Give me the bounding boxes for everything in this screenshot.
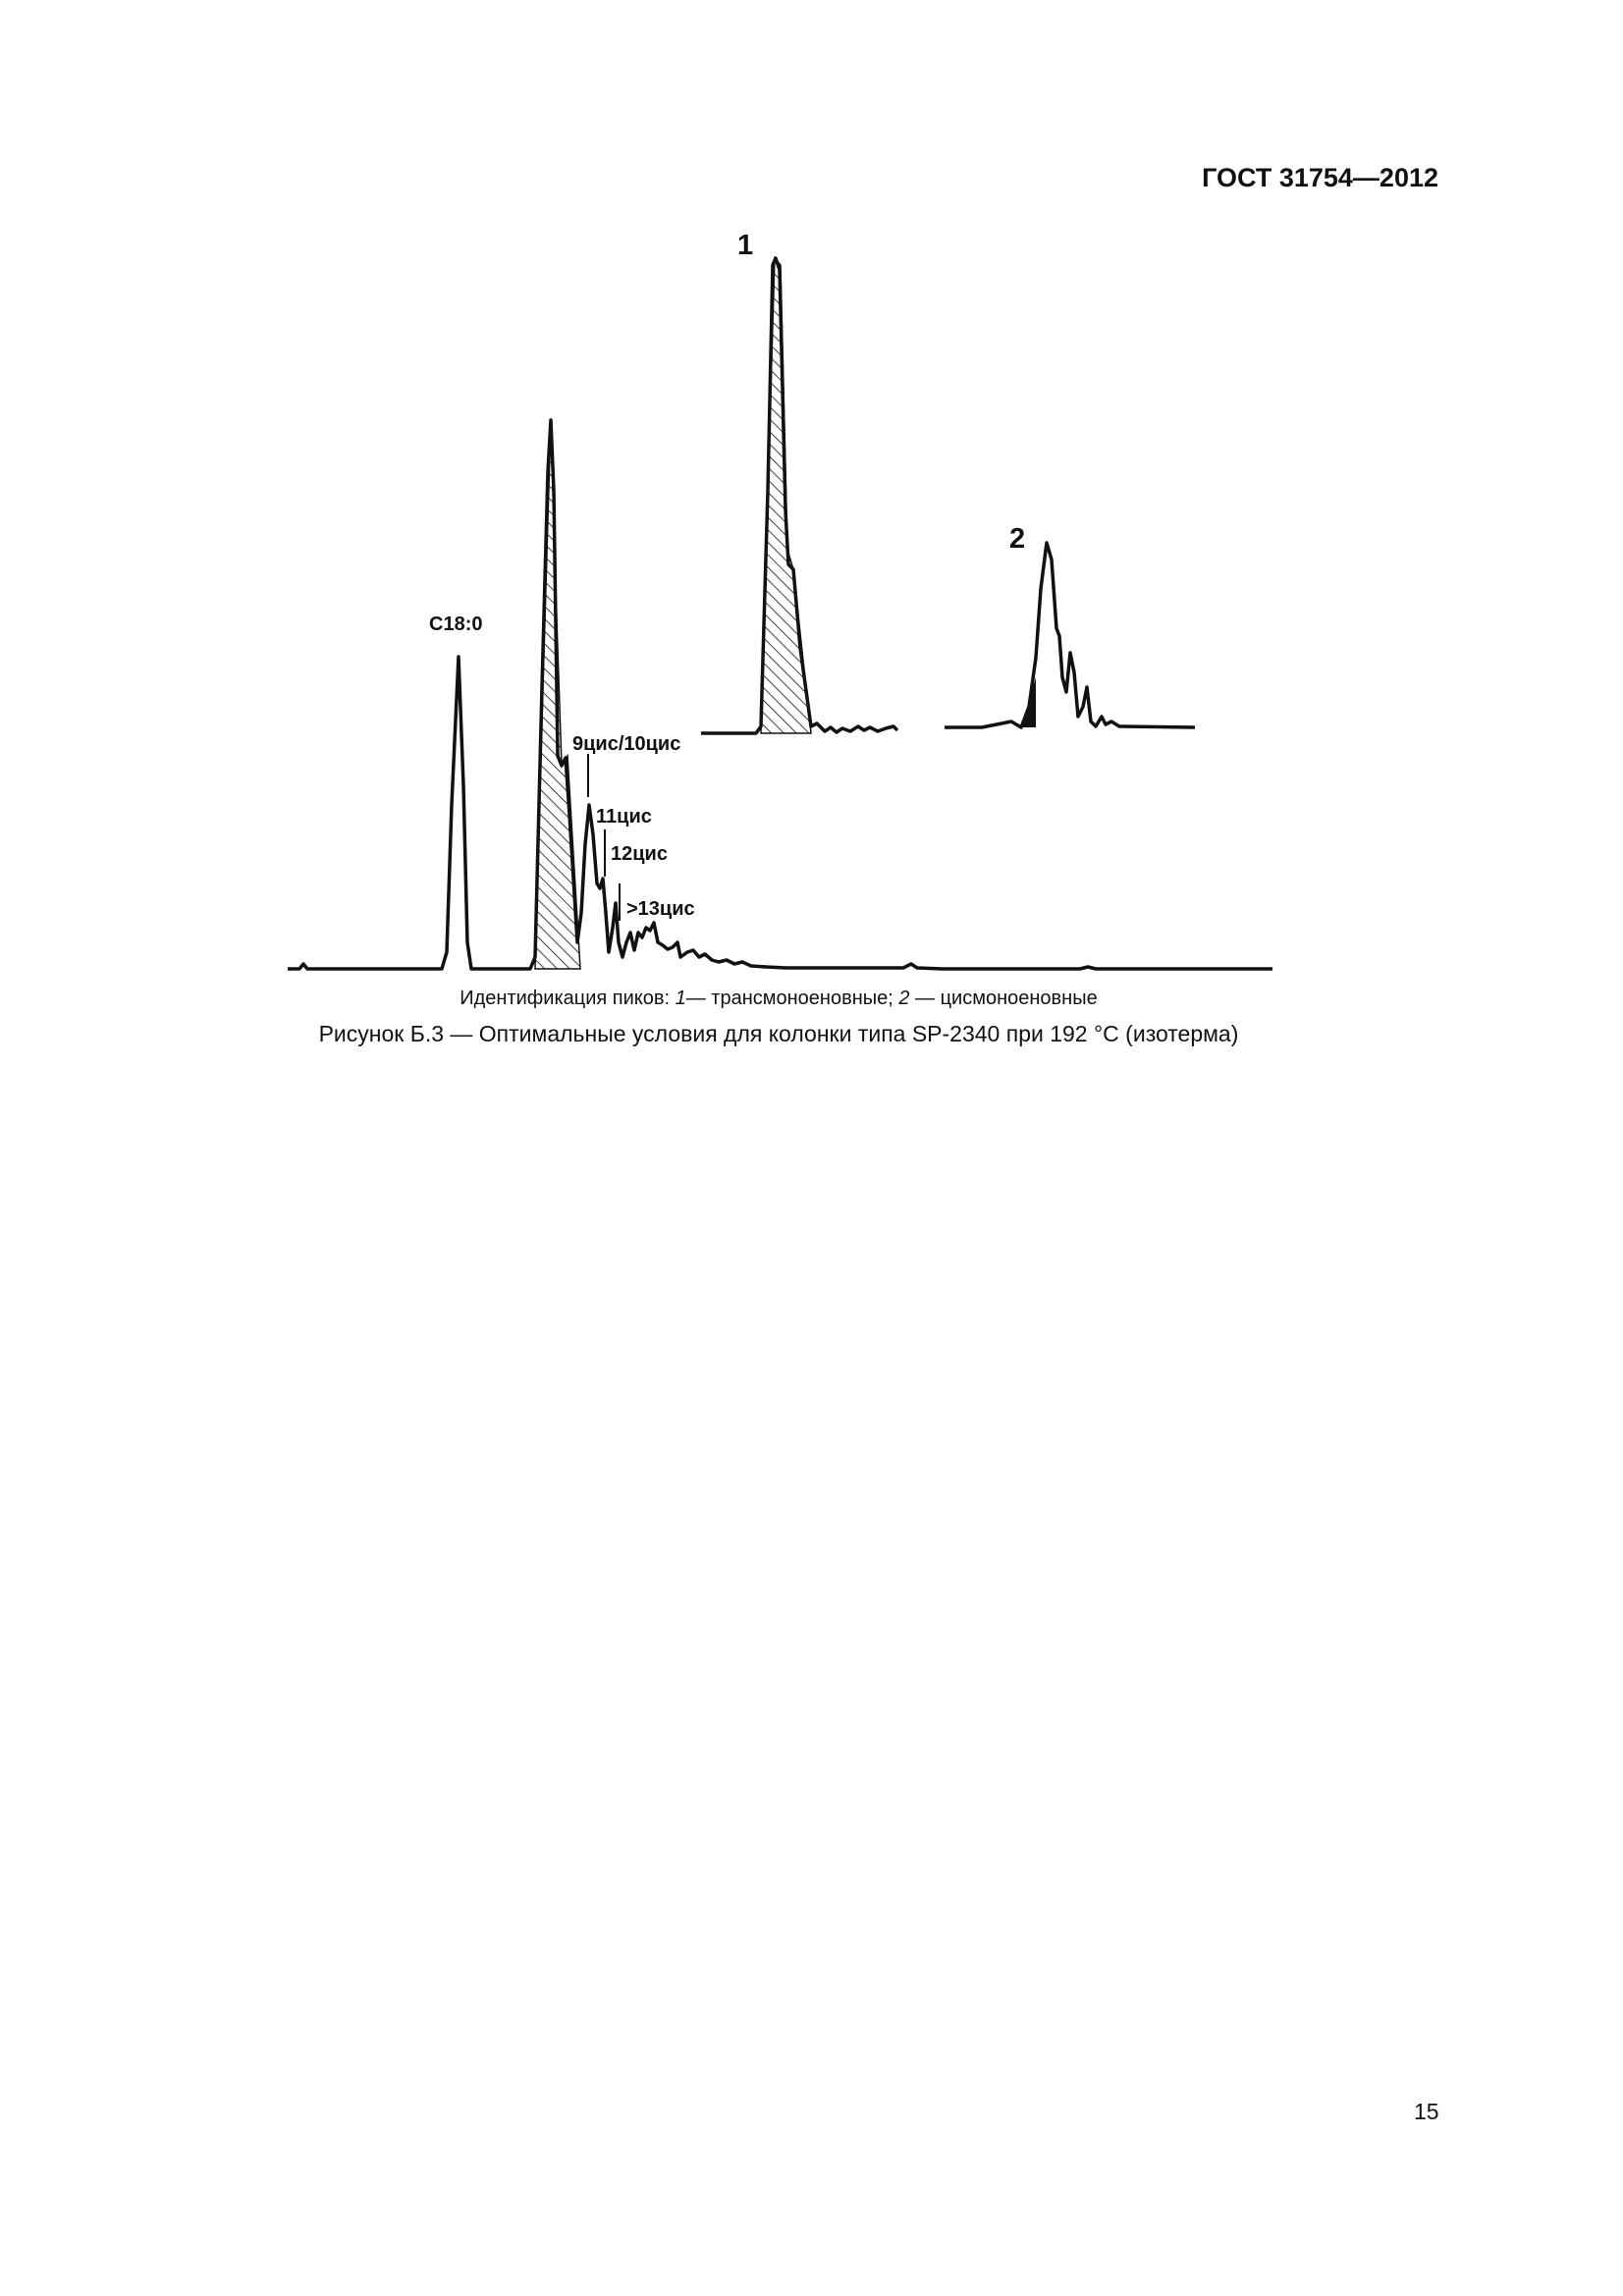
label-12cis: 12цис xyxy=(611,843,668,865)
label-9-10cis: 9цис/10цис xyxy=(572,733,680,755)
page-number: 15 xyxy=(1414,2099,1439,2124)
label-inset2: 2 xyxy=(1009,523,1025,555)
legend-prefix: Идентификация пиков: xyxy=(460,988,676,1009)
legend-1-num: 1 xyxy=(675,988,686,1009)
inset2-trace xyxy=(945,541,1196,729)
figure-caption: Рисунок Б.3 — Оптимальные условия для ко… xyxy=(318,1021,1239,1046)
legend-1-text: — трансмоноеновные; xyxy=(685,988,899,1009)
document-header: ГОСТ 31754—2012 xyxy=(1202,163,1438,192)
peak-identification-legend: Идентификация пиков: 1— трансмоноеновные… xyxy=(0,988,1557,1010)
legend-2-text: — цисмоноеновные xyxy=(909,988,1098,1009)
main-chromatogram-trace xyxy=(288,418,1272,971)
label-c18: С18:0 xyxy=(429,614,482,635)
label-inset1: 1 xyxy=(737,230,753,261)
legend-2-num: 2 xyxy=(898,988,910,1009)
inset1-trace xyxy=(701,256,899,735)
label-13cis: >13цис xyxy=(626,898,695,920)
label-11cis: 11цис xyxy=(596,806,652,828)
